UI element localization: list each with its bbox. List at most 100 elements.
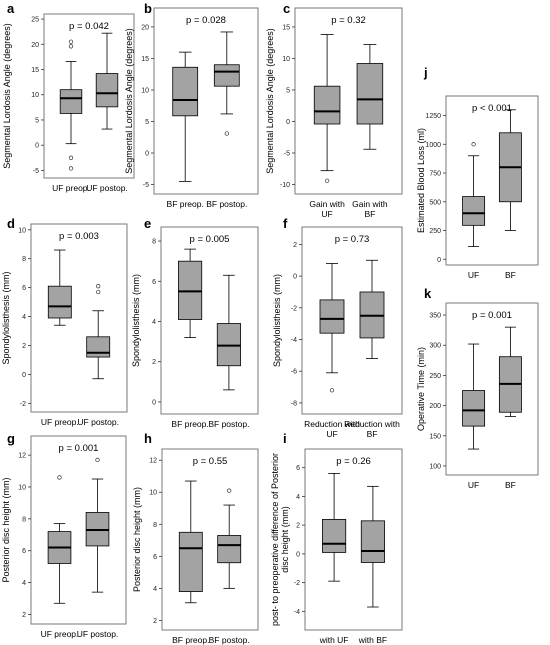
panel-f: f -8 -6 -4 -2 0 2 Spondylolisthesis (mm) p = 0.7… xyxy=(272,216,403,439)
box-iqr xyxy=(319,299,345,334)
y-tick-label: 1000 xyxy=(425,142,441,149)
y-tick-label: 4 xyxy=(153,586,157,593)
panel-d: d -2 0 2 4 6 8 10 Spondylolisthesis (mm) p = 0.00… xyxy=(1,216,128,427)
panel-c: c -10 -5 0 5 10 15 Segmental Lordosis Angle (de… xyxy=(265,1,403,219)
panel-label-a: a xyxy=(7,1,15,16)
p-value-annotation: p = 0.003 xyxy=(59,231,99,242)
box-0 xyxy=(462,142,486,248)
y-tick-label: -2 xyxy=(291,305,297,312)
y-tick-label: 2 xyxy=(152,359,156,366)
y-axis-label: Segmental Lordosis Angle (degrees) xyxy=(2,23,12,169)
box-0 xyxy=(462,343,486,450)
box-iqr xyxy=(322,518,347,553)
panel-label-e: e xyxy=(144,216,151,231)
y-axis-label: Spondylolisthesis (mm) xyxy=(1,271,11,364)
x-category-label: BF postop. xyxy=(209,635,250,645)
y-tick-label: 0 xyxy=(286,119,290,126)
x-category-label: UF xyxy=(468,480,479,490)
y-tick-label: -4 xyxy=(291,337,297,344)
y-tick-label: 15 xyxy=(31,67,39,74)
p-value-annotation: p = 0.26 xyxy=(336,456,371,467)
p-value-annotation: p = 0.005 xyxy=(190,234,230,245)
y-axis-label: Operative Time (min) xyxy=(416,347,426,431)
p-value-annotation: p = 0.028 xyxy=(186,15,226,26)
y-tick-label: 5 xyxy=(35,117,39,124)
box-iqr xyxy=(462,196,486,226)
y-tick-label: -8 xyxy=(291,400,297,407)
panel-a: a -5 0 5 10 15 20 25 Segmental Lordosis Angle (d… xyxy=(2,1,135,193)
y-axis-label: Spondylolisthesis (mm) xyxy=(272,274,282,367)
x-category-label: UF postop. xyxy=(77,629,119,639)
y-tick-label: 10 xyxy=(149,490,157,497)
box-1 xyxy=(213,31,240,136)
y-tick-label: 0 xyxy=(293,274,297,281)
outlier-point xyxy=(68,44,74,49)
y-tick-label: 6 xyxy=(22,548,26,555)
box-0 xyxy=(172,51,199,182)
box-1 xyxy=(86,284,111,380)
y-tick-label: 15 xyxy=(141,56,149,63)
y-tick-label: 2 xyxy=(22,612,26,619)
y-tick-label: -2 xyxy=(294,580,300,587)
y-axis-label: Spondylolisthesis (mm) xyxy=(131,274,141,367)
panel-j: j 0 250 500 750 1000 1250 Estimated Blood Loss … xyxy=(416,65,539,280)
y-tick-label: 0 xyxy=(437,257,441,264)
y-tick-label: 150 xyxy=(429,433,441,440)
outlier-point xyxy=(57,475,62,480)
x-category-label: UF postop. xyxy=(77,417,119,427)
x-category-label: UF preop. xyxy=(52,183,90,193)
box-iqr xyxy=(178,260,203,320)
y-tick-label: 10 xyxy=(282,56,290,63)
box-iqr xyxy=(360,520,385,563)
y-tick-label: 5 xyxy=(145,119,149,126)
box-iqr xyxy=(313,85,341,125)
outlier-point xyxy=(329,388,335,393)
y-tick-label: 25 xyxy=(31,17,39,24)
box-1 xyxy=(356,44,384,150)
panel-label-i: i xyxy=(283,431,287,446)
y-tick-label: 100 xyxy=(429,463,441,470)
y-tick-label: 350 xyxy=(429,313,441,320)
y-tick-label: 2 xyxy=(296,523,300,530)
box-0 xyxy=(178,480,203,604)
y-tick-label: -5 xyxy=(143,182,149,189)
box-iqr xyxy=(178,531,203,592)
panel-label-c: c xyxy=(283,1,290,16)
box-0 xyxy=(313,34,341,183)
outlier-point xyxy=(227,488,232,493)
y-tick-label: 0 xyxy=(145,151,149,158)
outlier-point xyxy=(95,457,100,463)
box-1 xyxy=(95,32,119,130)
p-value-annotation: p = 0.73 xyxy=(335,234,370,245)
y-tick-label: 5 xyxy=(286,87,290,94)
box-0 xyxy=(47,475,72,604)
plot-frame xyxy=(445,302,539,476)
y-tick-label: 8 xyxy=(153,522,157,529)
box-1 xyxy=(217,488,242,589)
box-iqr xyxy=(86,336,111,358)
y-axis-label: Posterior disc height (mm) xyxy=(132,487,142,592)
panel-label-g: g xyxy=(7,431,15,446)
box-1 xyxy=(498,109,522,231)
outlier-point xyxy=(96,284,101,289)
x-category-label: BF preop. xyxy=(172,635,209,645)
y-tick-label: 4 xyxy=(152,319,156,326)
outlier-point xyxy=(471,142,476,147)
box-0 xyxy=(319,263,345,393)
y-axis-label: Segmental Lordosis Angle (degrees) xyxy=(124,28,134,174)
plot-frame xyxy=(43,13,135,179)
y-tick-label: 250 xyxy=(429,373,441,380)
box-iqr xyxy=(59,89,83,114)
plot-frame xyxy=(294,7,403,195)
panel-g: g 2 4 6 8 10 12 Posterior disc height (mm) p = 0… xyxy=(1,431,127,639)
y-tick-label: 10 xyxy=(141,87,149,94)
box-1 xyxy=(360,485,385,608)
p-value-annotation: p = 0.001 xyxy=(59,443,99,454)
box-0 xyxy=(178,248,203,338)
x-category-label: Gain with BF xyxy=(352,199,388,219)
plot-frame xyxy=(304,448,403,631)
x-category-label: BF postop. xyxy=(208,419,249,429)
plot-frame xyxy=(161,448,259,631)
outlier-point xyxy=(324,178,330,183)
